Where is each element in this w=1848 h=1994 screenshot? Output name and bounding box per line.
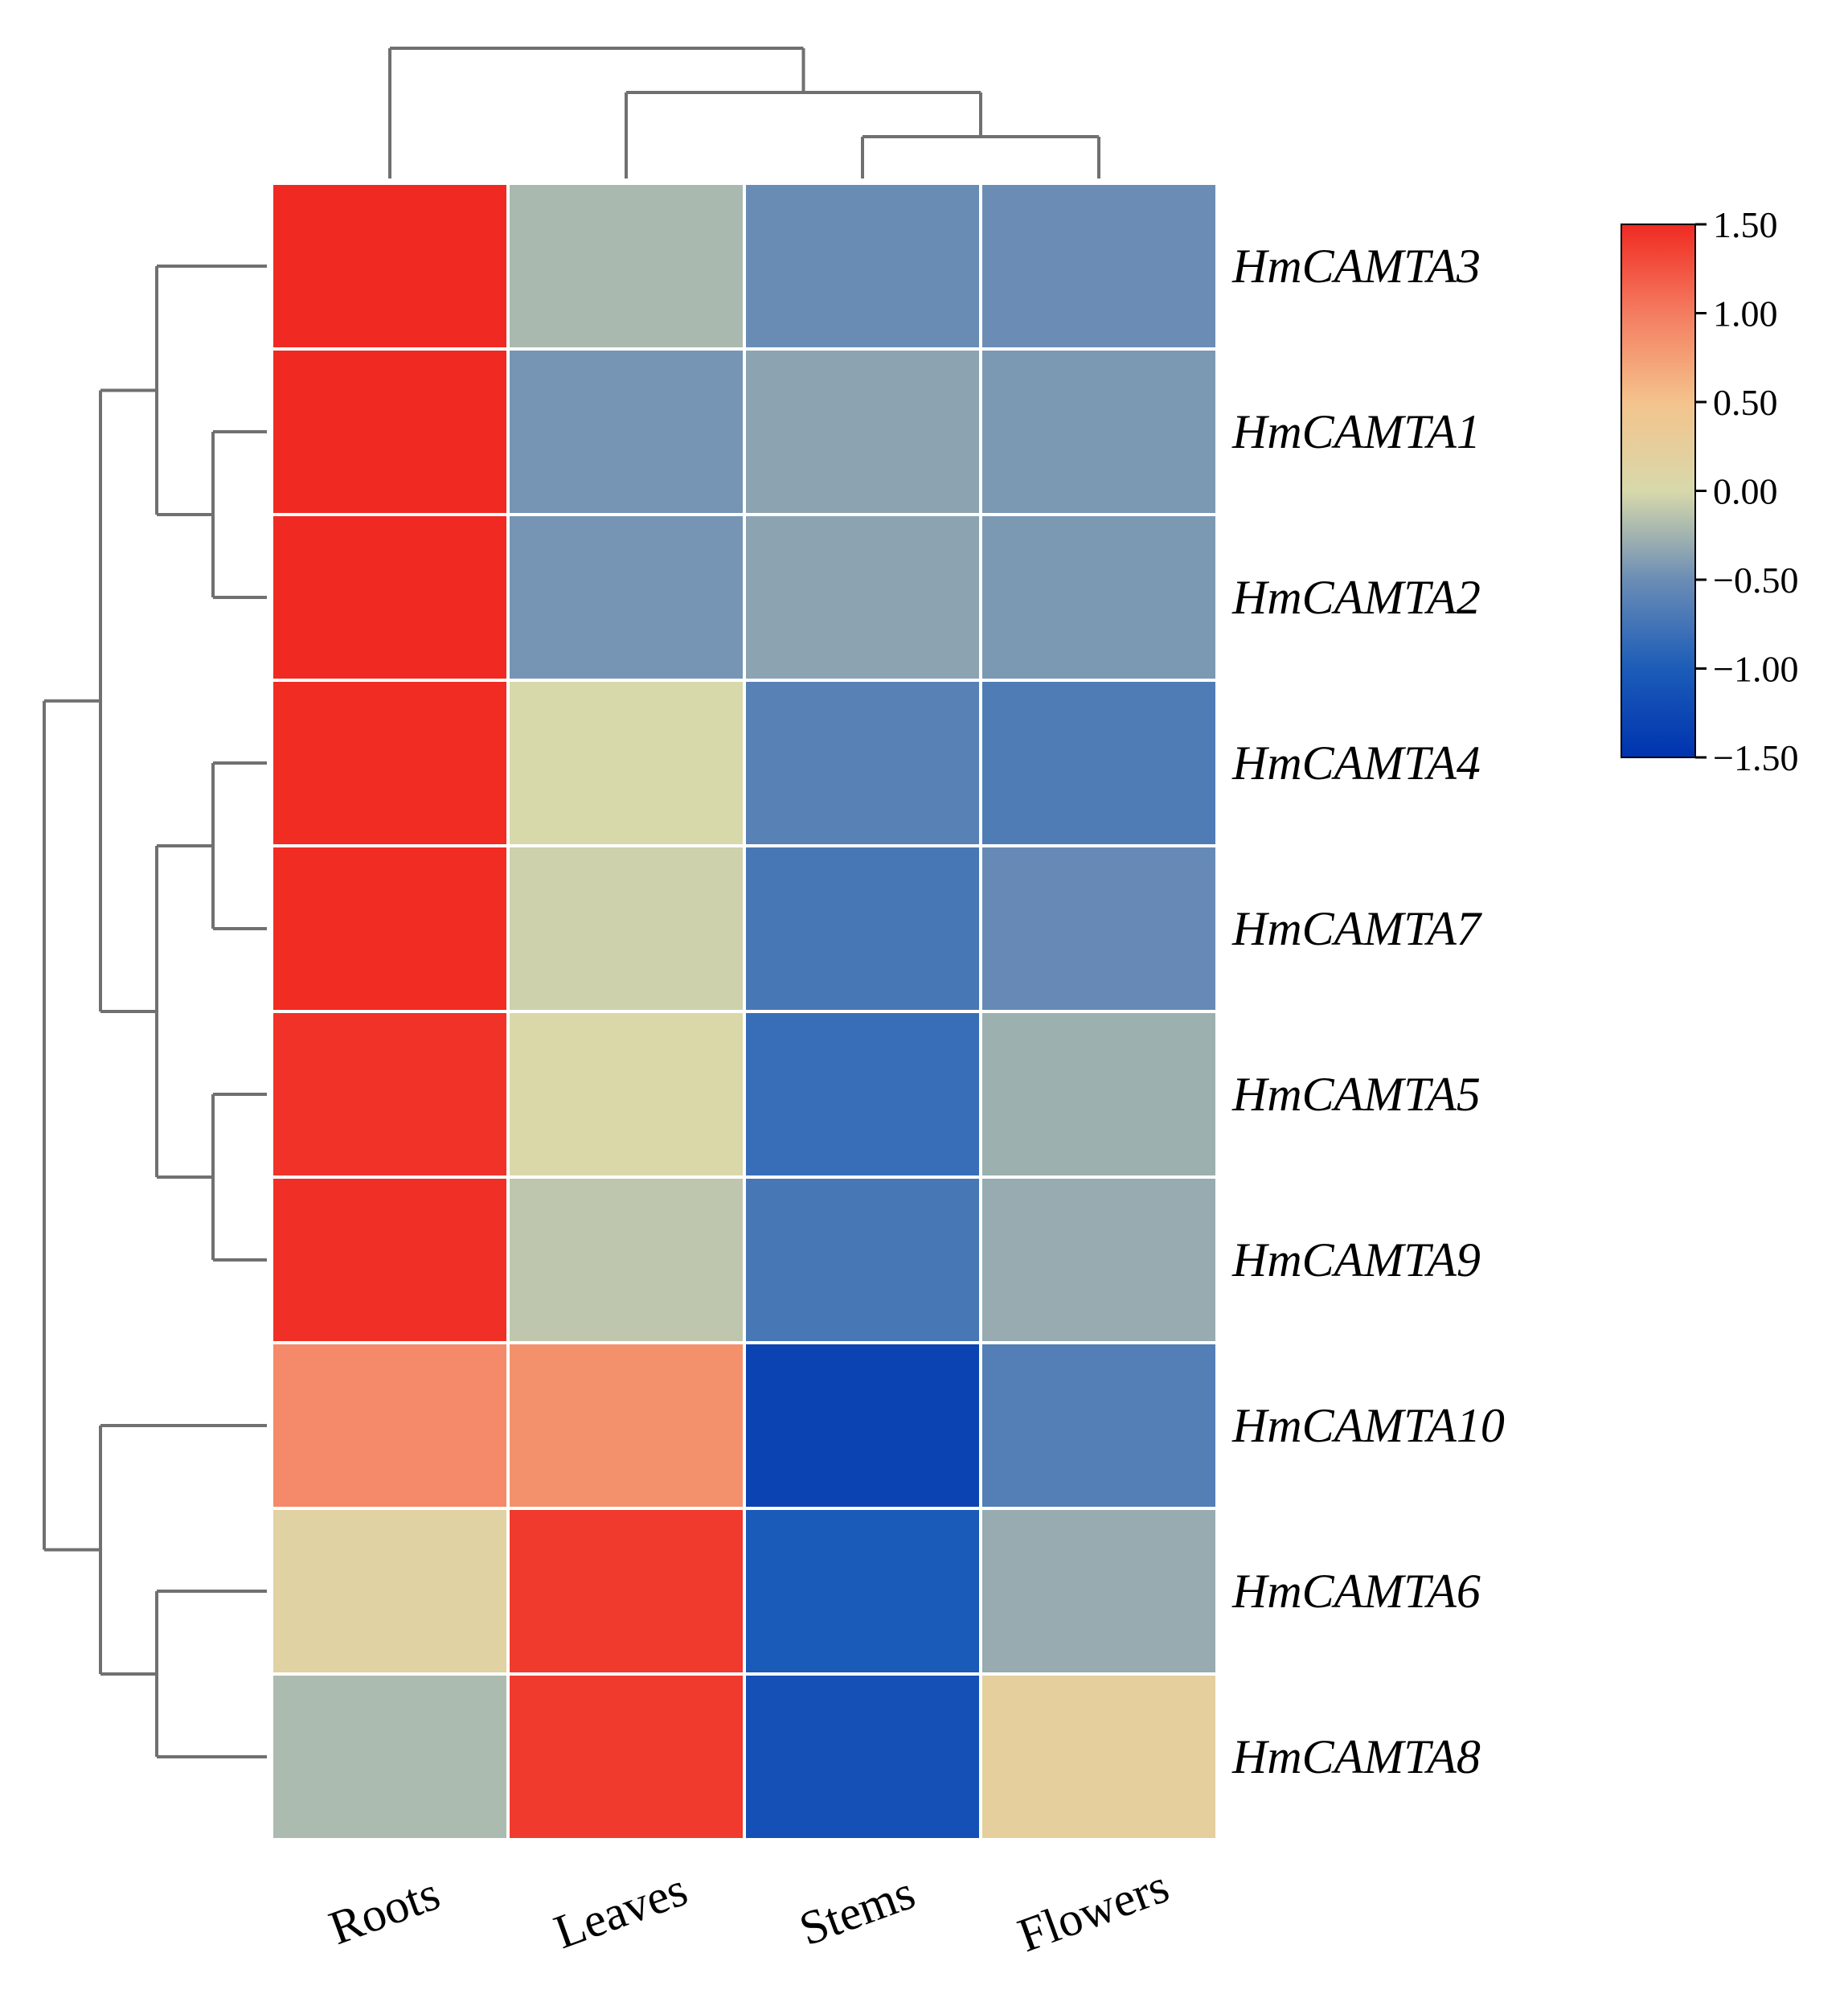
row-label-hmcamta6: HmCAMTA6	[1231, 1565, 1481, 1618]
cell-hmcamta8-leaves	[506, 1672, 746, 1841]
cell-hmcamta3-roots	[270, 182, 510, 351]
cell-hmcamta7-leaves	[506, 844, 746, 1013]
cell-hmcamta2-roots	[270, 513, 510, 682]
colorbar: 1.50 1.00 0.50 0.00 −0.50 −1.00 −1.50	[1621, 204, 1798, 778]
cell-hmcamta8-stems	[743, 1672, 982, 1841]
colorbar-tick-label: 1.00	[1713, 293, 1778, 334]
cell-hmcamta5-flowers	[979, 1010, 1219, 1179]
cell-hmcamta4-roots	[270, 679, 510, 847]
column-label-roots: Roots	[322, 1866, 446, 1955]
row-labels: HmCAMTA3 HmCAMTA1 HmCAMTA2 HmCAMTA4 HmCAMTA7…	[1231, 240, 1505, 1783]
row-label-hmcamta3: HmCAMTA3	[1231, 240, 1481, 293]
cell-hmcamta7-flowers	[979, 844, 1219, 1013]
cell-hmcamta8-flowers	[979, 1672, 1219, 1841]
colorbar-tick-label: 0.00	[1713, 471, 1778, 512]
cell-hmcamta5-leaves	[506, 1010, 746, 1179]
colorbar-tick-label: 0.50	[1713, 382, 1778, 423]
cell-hmcamta1-leaves	[506, 347, 746, 516]
cell-hmcamta1-stems	[743, 347, 982, 516]
colorbar-tick-label: −1.00	[1713, 649, 1798, 690]
heatmap-cells	[270, 182, 1219, 1841]
cell-hmcamta3-flowers	[979, 182, 1219, 351]
cell-hmcamta6-roots	[270, 1507, 510, 1676]
row-label-hmcamta5: HmCAMTA5	[1231, 1068, 1481, 1121]
column-labels: Roots Leaves Stems Flowers	[322, 1859, 1175, 1962]
cell-hmcamta10-flowers	[979, 1341, 1219, 1510]
cell-hmcamta3-stems	[743, 182, 982, 351]
cell-hmcamta5-roots	[270, 1010, 510, 1179]
cell-hmcamta9-roots	[270, 1175, 510, 1344]
cell-hmcamta3-leaves	[506, 182, 746, 351]
row-label-hmcamta4: HmCAMTA4	[1231, 736, 1481, 790]
cell-hmcamta7-stems	[743, 844, 982, 1013]
colorbar-tick-label: −1.50	[1713, 737, 1798, 778]
row-label-hmcamta7: HmCAMTA7	[1231, 902, 1483, 955]
cell-hmcamta1-roots	[270, 347, 510, 516]
row-label-hmcamta1: HmCAMTA1	[1231, 405, 1481, 458]
colorbar-bar	[1621, 224, 1696, 758]
cell-hmcamta4-leaves	[506, 679, 746, 847]
cell-hmcamta9-stems	[743, 1175, 982, 1344]
cell-hmcamta10-stems	[743, 1341, 982, 1510]
cell-hmcamta9-flowers	[979, 1175, 1219, 1344]
cell-hmcamta4-stems	[743, 679, 982, 847]
cell-hmcamta6-stems	[743, 1507, 982, 1676]
cell-hmcamta1-flowers	[979, 347, 1219, 516]
cell-hmcamta2-leaves	[506, 513, 746, 682]
cell-hmcamta8-roots	[270, 1672, 510, 1841]
cell-hmcamta6-leaves	[506, 1507, 746, 1676]
column-dendrogram	[388, 47, 1100, 178]
row-label-hmcamta8: HmCAMTA8	[1231, 1730, 1481, 1783]
colorbar-tick-label: 1.50	[1713, 204, 1778, 245]
column-label-stems: Stems	[793, 1865, 921, 1955]
cell-hmcamta2-flowers	[979, 513, 1219, 682]
row-label-hmcamta10: HmCAMTA10	[1231, 1399, 1505, 1452]
column-label-leaves: Leaves	[547, 1862, 694, 1959]
row-label-hmcamta9: HmCAMTA9	[1231, 1233, 1481, 1286]
cell-hmcamta4-flowers	[979, 679, 1219, 847]
row-label-hmcamta2: HmCAMTA2	[1231, 571, 1481, 624]
cell-hmcamta6-flowers	[979, 1507, 1219, 1676]
cell-hmcamta10-leaves	[506, 1341, 746, 1510]
colorbar-tick-label: −0.50	[1713, 560, 1798, 601]
column-label-flowers: Flowers	[1011, 1859, 1175, 1962]
row-dendrogram	[43, 265, 267, 1758]
cell-hmcamta7-roots	[270, 844, 510, 1013]
cell-hmcamta5-stems	[743, 1010, 982, 1179]
cell-hmcamta2-stems	[743, 513, 982, 682]
cell-hmcamta9-leaves	[506, 1175, 746, 1344]
cell-hmcamta10-roots	[270, 1341, 510, 1510]
